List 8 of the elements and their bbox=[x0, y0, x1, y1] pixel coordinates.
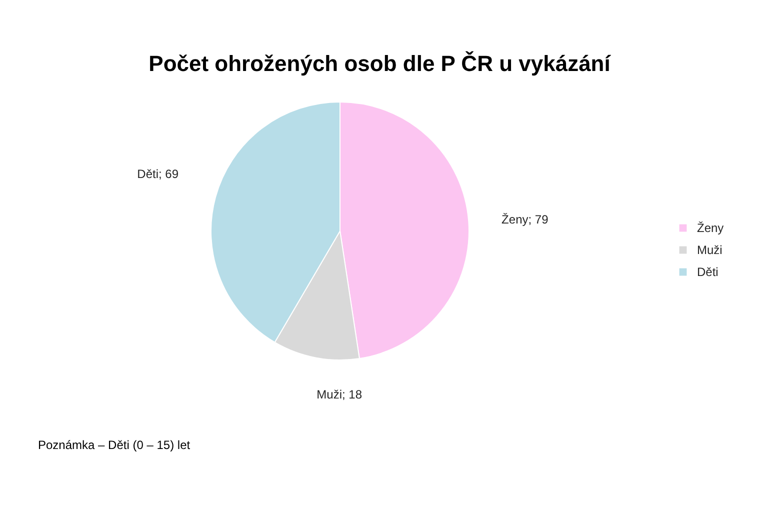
legend-label: Děti bbox=[697, 265, 718, 279]
text: Poznámka – Děti (0 – 15) let bbox=[38, 438, 191, 452]
legend-label: Ženy bbox=[697, 221, 724, 235]
chart-title: Počet ohrožených osob dle P ČR u vykázání bbox=[148, 51, 612, 76]
data-label: Děti; 69 bbox=[137, 166, 179, 181]
data-label: Ženy; 79 bbox=[502, 212, 549, 226]
data-label: Muži; 18 bbox=[316, 388, 362, 402]
legend-label: Muži bbox=[697, 243, 722, 257]
